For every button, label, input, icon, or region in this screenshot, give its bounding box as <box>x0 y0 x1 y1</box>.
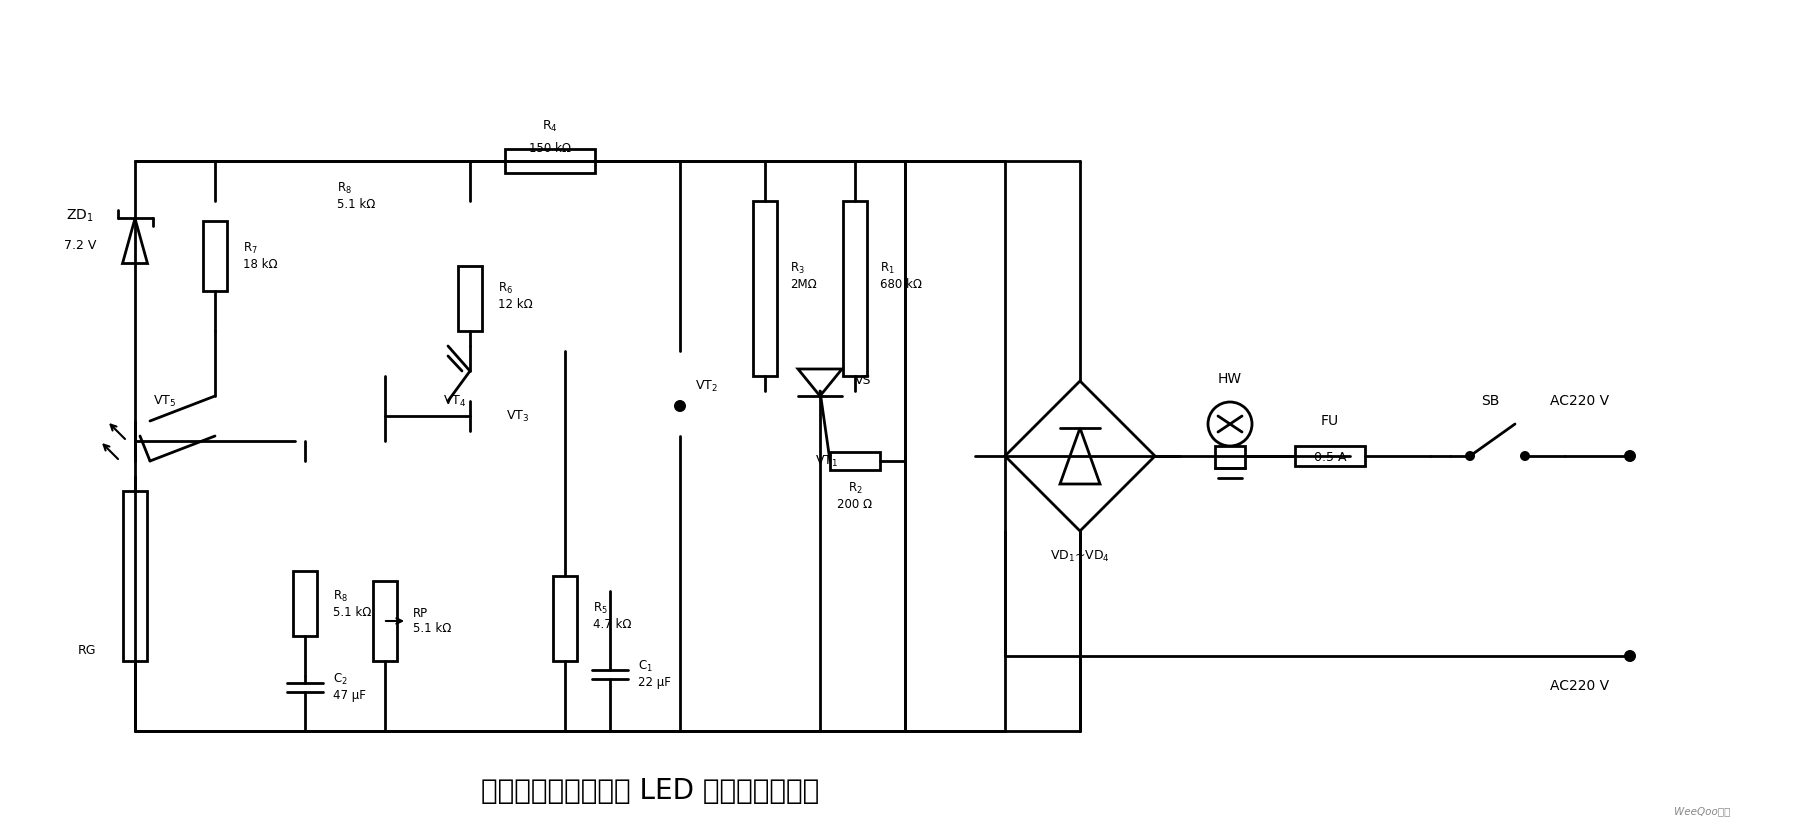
Text: WeeQoo推库: WeeQoo推库 <box>1673 806 1730 816</box>
Text: R$_1$
680 kΩ: R$_1$ 680 kΩ <box>880 261 923 291</box>
Bar <box>829 452 880 470</box>
Text: VT$_1$: VT$_1$ <box>815 453 838 468</box>
Bar <box>293 571 318 636</box>
Text: R$_3$
2MΩ: R$_3$ 2MΩ <box>790 261 817 291</box>
Text: VT$_5$: VT$_5$ <box>153 394 176 409</box>
Text: VT$_3$: VT$_3$ <box>506 409 530 424</box>
Text: AC220 V: AC220 V <box>1551 394 1610 408</box>
Text: VS: VS <box>854 375 872 388</box>
Text: VT$_4$: VT$_4$ <box>443 394 467 409</box>
Bar <box>1294 446 1364 466</box>
Text: 7.2 V: 7.2 V <box>65 239 97 252</box>
Text: 0.5 A: 0.5 A <box>1314 451 1346 464</box>
Bar <box>458 266 483 331</box>
Bar <box>124 491 147 661</box>
Text: R$_2$
200 Ω: R$_2$ 200 Ω <box>838 481 872 511</box>
Text: R$_8$
5.1 kΩ: R$_8$ 5.1 kΩ <box>334 589 372 619</box>
Text: C$_2$
47 μF: C$_2$ 47 μF <box>334 672 366 702</box>
Text: AC220 V: AC220 V <box>1551 679 1610 693</box>
Text: 高节电率的光控白光 LED 照明灯电路原理: 高节电率的光控白光 LED 照明灯电路原理 <box>481 777 819 805</box>
Circle shape <box>1624 650 1635 662</box>
Text: VD$_1$~VD$_4$: VD$_1$~VD$_4$ <box>1050 548 1109 563</box>
Text: ZD$_1$: ZD$_1$ <box>66 208 93 224</box>
Bar <box>373 581 397 661</box>
Text: R$_4$: R$_4$ <box>542 119 558 134</box>
Bar <box>553 576 576 661</box>
Bar <box>844 201 867 376</box>
Text: VT$_2$: VT$_2$ <box>695 379 718 394</box>
Text: FU: FU <box>1321 414 1339 428</box>
Text: R$_5$
4.7 kΩ: R$_5$ 4.7 kΩ <box>592 601 632 631</box>
Text: R$_8$
5.1 kΩ: R$_8$ 5.1 kΩ <box>337 181 375 211</box>
Bar <box>752 201 777 376</box>
Bar <box>1215 446 1246 468</box>
Circle shape <box>1520 451 1529 461</box>
Text: RG: RG <box>77 645 97 657</box>
Text: RP
5.1 kΩ: RP 5.1 kΩ <box>413 607 451 635</box>
Bar <box>504 149 594 173</box>
Text: C$_1$
22 μF: C$_1$ 22 μF <box>637 659 671 689</box>
Circle shape <box>1624 450 1635 462</box>
Text: SB: SB <box>1481 394 1499 408</box>
Text: HW: HW <box>1219 372 1242 386</box>
Bar <box>203 221 226 291</box>
Text: 150 kΩ: 150 kΩ <box>530 142 571 155</box>
Circle shape <box>673 400 686 412</box>
Text: R$_7$
18 kΩ: R$_7$ 18 kΩ <box>242 241 278 271</box>
Circle shape <box>1465 451 1475 461</box>
Text: R$_6$
12 kΩ: R$_6$ 12 kΩ <box>497 281 533 311</box>
